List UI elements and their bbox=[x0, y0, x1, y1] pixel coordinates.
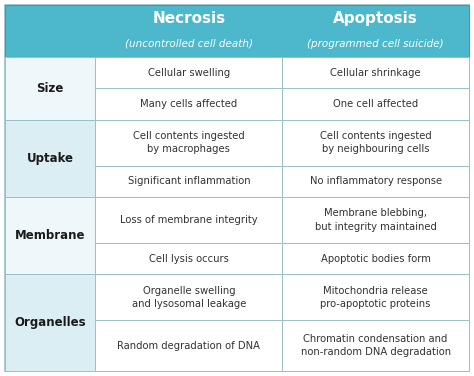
Text: Uptake: Uptake bbox=[27, 152, 74, 165]
Text: Necrosis: Necrosis bbox=[152, 11, 226, 26]
Text: Organelles: Organelles bbox=[14, 316, 86, 329]
Bar bbox=[95, 57, 282, 88]
Bar bbox=[5, 274, 95, 371]
Text: Significant inflammation: Significant inflammation bbox=[128, 176, 250, 186]
Text: Membrane: Membrane bbox=[15, 229, 85, 242]
Bar bbox=[5, 197, 95, 274]
Bar bbox=[5, 120, 95, 197]
Text: Cellular shrinkage: Cellular shrinkage bbox=[330, 68, 421, 78]
Bar bbox=[95, 166, 282, 197]
Text: No inflammatory response: No inflammatory response bbox=[310, 176, 442, 186]
Text: Organelle swelling
and lysosomal leakage: Organelle swelling and lysosomal leakage bbox=[132, 286, 246, 309]
Bar bbox=[282, 197, 469, 243]
Bar bbox=[282, 320, 469, 371]
Bar bbox=[5, 57, 95, 120]
Bar bbox=[95, 274, 282, 320]
Bar bbox=[5, 5, 469, 57]
Bar bbox=[95, 197, 282, 243]
Bar bbox=[282, 243, 469, 274]
Bar bbox=[282, 57, 469, 88]
Text: Cell lysis occurs: Cell lysis occurs bbox=[149, 254, 229, 264]
Bar bbox=[282, 274, 469, 320]
Bar bbox=[282, 166, 469, 197]
Text: (uncontrolled cell death): (uncontrolled cell death) bbox=[125, 39, 253, 49]
Bar bbox=[282, 88, 469, 120]
Text: Apoptotic bodies form: Apoptotic bodies form bbox=[321, 254, 430, 264]
Text: Chromatin condensation and
non-random DNA degradation: Chromatin condensation and non-random DN… bbox=[301, 334, 451, 357]
Text: Loss of membrane integrity: Loss of membrane integrity bbox=[120, 215, 258, 225]
Text: Random degradation of DNA: Random degradation of DNA bbox=[118, 341, 260, 351]
Text: Mitochondria release
pro-apoptotic proteins: Mitochondria release pro-apoptotic prote… bbox=[320, 286, 431, 309]
Text: Cellular swelling: Cellular swelling bbox=[148, 68, 230, 78]
Text: Size: Size bbox=[36, 82, 64, 95]
Bar bbox=[95, 88, 282, 120]
Text: One cell affected: One cell affected bbox=[333, 99, 418, 109]
Text: Apoptosis: Apoptosis bbox=[333, 11, 418, 26]
Text: Cell contents ingested
by neighbouring cells: Cell contents ingested by neighbouring c… bbox=[320, 131, 431, 154]
Bar bbox=[95, 120, 282, 166]
Text: Cell contents ingested
by macrophages: Cell contents ingested by macrophages bbox=[133, 131, 245, 154]
Bar bbox=[282, 120, 469, 166]
Text: Membrane blebbing,
but integrity maintained: Membrane blebbing, but integrity maintai… bbox=[315, 208, 437, 232]
Text: Many cells affected: Many cells affected bbox=[140, 99, 237, 109]
Bar bbox=[95, 243, 282, 274]
Text: (programmed cell suicide): (programmed cell suicide) bbox=[307, 39, 444, 49]
Bar bbox=[95, 320, 282, 371]
